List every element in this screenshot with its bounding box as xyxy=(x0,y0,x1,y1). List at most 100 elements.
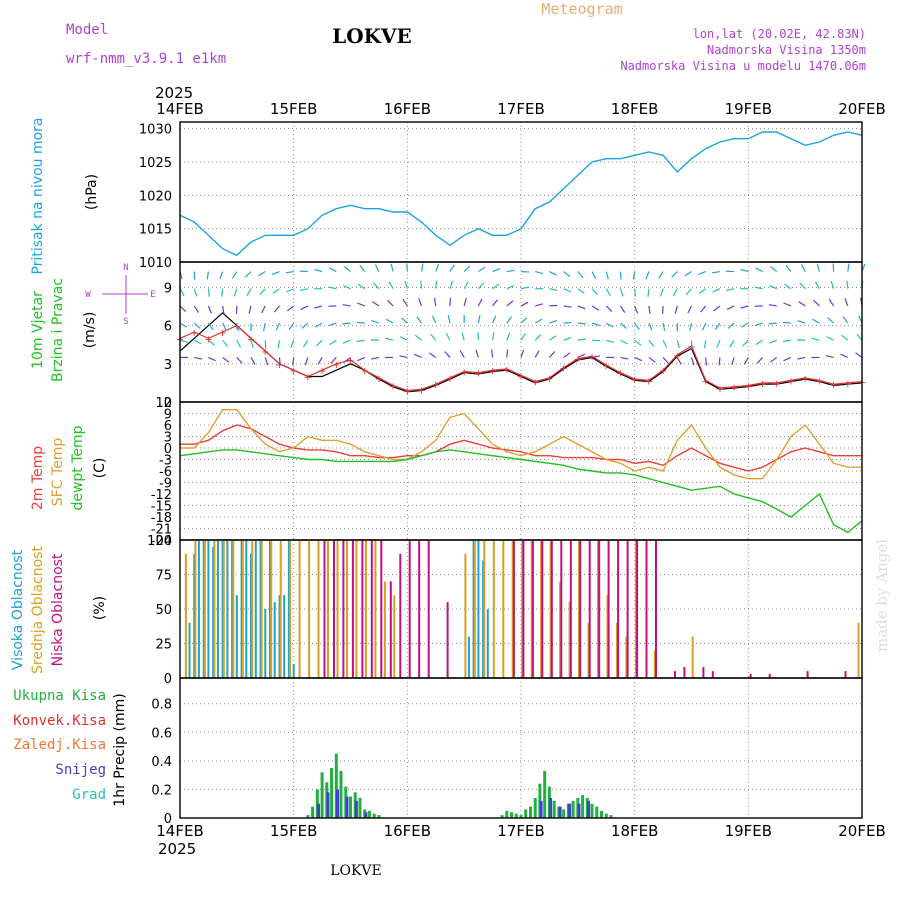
wind-barb xyxy=(769,339,777,344)
wind-barb xyxy=(343,356,351,363)
clouds-bar-high xyxy=(226,540,229,678)
clouds-bar-mid xyxy=(464,553,467,678)
pressure-unit: (hPa) xyxy=(84,174,100,210)
wind-barb xyxy=(208,356,216,362)
precip-ytick-label: 0.6 xyxy=(151,726,172,741)
precip-bar-total xyxy=(571,800,575,818)
wind-barb xyxy=(755,339,763,346)
wind-barb xyxy=(459,350,465,358)
wind-barb xyxy=(356,339,365,343)
wind-gust-mark: + xyxy=(815,376,823,387)
clouds-bar-mid xyxy=(346,540,348,678)
temperature-ytick-label: 3 xyxy=(164,431,172,446)
wind-barb xyxy=(619,288,624,297)
wind-barb xyxy=(400,317,408,324)
precip-bar-total xyxy=(538,783,542,818)
wind-gust-mark: + xyxy=(616,369,624,380)
chart-title: Meteogram xyxy=(541,0,622,18)
wind-gust-mark: + xyxy=(545,374,553,385)
clouds-bar-mid xyxy=(483,540,486,678)
precip-bar-total xyxy=(349,796,352,818)
wind-barb xyxy=(402,298,408,307)
clouds-bar-mid xyxy=(194,540,197,678)
wind-barb xyxy=(768,304,777,307)
wind-barb xyxy=(357,283,366,290)
precip-bar-snow xyxy=(577,803,581,818)
precip-bar-total xyxy=(306,815,310,818)
precip-bar-total xyxy=(533,798,537,818)
clouds-bar-low xyxy=(806,671,809,678)
wind-barb xyxy=(632,271,636,280)
wind-gust-mark: + xyxy=(474,369,482,380)
wind-barb xyxy=(768,322,777,325)
wind-barb xyxy=(271,270,280,275)
wind-barb xyxy=(676,357,682,365)
year-bottom: 2025 xyxy=(158,840,196,858)
precip-bar-snow xyxy=(345,796,349,818)
clouds-bar-low xyxy=(408,540,411,678)
clouds-bar-mid xyxy=(473,540,476,678)
wind-barb xyxy=(520,317,528,324)
wind-gust-mark: + xyxy=(460,367,468,378)
wind-barb xyxy=(299,288,308,291)
wind-barb xyxy=(754,322,763,327)
wind-barb xyxy=(701,322,707,331)
wind-barb xyxy=(718,357,721,366)
clouds-bar-high xyxy=(273,602,276,678)
clouds-bar-high xyxy=(259,540,262,678)
wind-barb xyxy=(685,288,692,296)
model-elevation-text: Nadmorska Visina u modelu 1470.06m xyxy=(620,59,866,73)
precip-bar-snow xyxy=(364,812,368,818)
precip-ytick-label: 0.4 xyxy=(151,755,172,770)
temperature-ytick-label: -24 xyxy=(151,534,172,549)
wind-gust-mark: + xyxy=(531,378,539,389)
x-tick-top: 15FEB xyxy=(270,100,317,118)
wind-barb xyxy=(244,271,252,278)
clouds-bar-mid xyxy=(232,540,235,678)
wind-barb xyxy=(687,305,693,314)
clouds-bar-low xyxy=(598,540,601,678)
precip-bar-total xyxy=(367,810,371,818)
wind-barb xyxy=(689,322,693,332)
clouds-bar-mid xyxy=(251,540,254,678)
clouds-bar-low xyxy=(351,540,354,678)
clouds-ytick-label: 0 xyxy=(164,672,172,687)
compass-e: E xyxy=(150,290,155,300)
clouds-bar-low xyxy=(380,540,383,678)
wind-barb xyxy=(856,333,863,341)
wind-barb xyxy=(259,288,266,296)
clouds-bar-low xyxy=(389,581,392,678)
wind-barb xyxy=(413,353,422,359)
wind-barb xyxy=(703,340,707,349)
precip-bar-total xyxy=(552,800,556,818)
clouds-bar-mid xyxy=(355,540,358,678)
clouds-bar-mid xyxy=(327,540,329,678)
wind-barb xyxy=(506,332,511,341)
wind-gust-mark: + xyxy=(602,361,610,372)
wind-barb xyxy=(330,357,337,364)
wind-gust-mark: + xyxy=(318,366,326,377)
precip-bar-total xyxy=(330,768,334,818)
compass-n: N xyxy=(123,263,128,273)
wind-barb xyxy=(605,288,611,297)
clouds-bar-mid xyxy=(383,581,386,678)
clouds-bar-mid xyxy=(270,540,273,678)
clouds-bar-mid xyxy=(540,540,543,678)
wind-gust-mark: + xyxy=(787,376,795,387)
pressure-ytick-label: 1030 xyxy=(139,123,172,138)
wind-barb xyxy=(799,282,806,290)
wind-barb xyxy=(373,282,380,290)
wind-barb xyxy=(301,322,309,329)
wind-barb xyxy=(414,334,422,341)
wind-gust-mark: + xyxy=(190,328,198,339)
temperature-ytick-label: 6 xyxy=(164,419,172,434)
precip-bar-total xyxy=(543,770,547,818)
clouds-bar-high xyxy=(254,540,257,678)
clouds-bar-low xyxy=(323,540,326,678)
wind-barb xyxy=(729,339,735,348)
wind-barb xyxy=(648,356,656,363)
precip-legend: Ukupna Kisa Konvek.Kisa Zaledj.Kisa Snij… xyxy=(13,688,106,803)
wind-barb xyxy=(300,305,309,311)
wind-gust-mark: + xyxy=(517,371,525,382)
